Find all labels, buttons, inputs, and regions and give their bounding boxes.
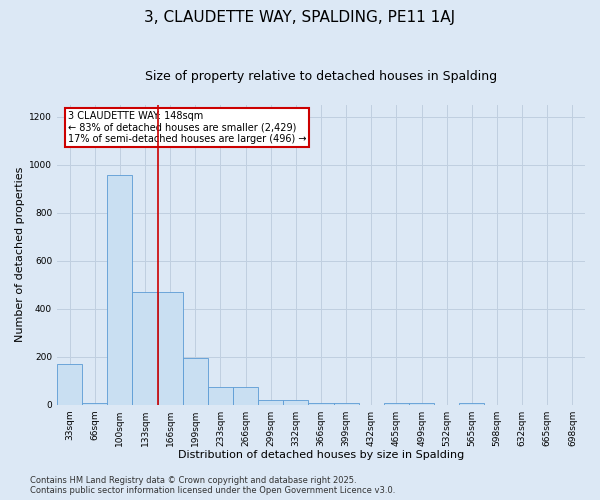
Text: 3, CLAUDETTE WAY, SPALDING, PE11 1AJ: 3, CLAUDETTE WAY, SPALDING, PE11 1AJ (145, 10, 455, 25)
Bar (233, 386, 258, 404)
Bar (208, 386, 233, 404)
Bar (158, 292, 183, 405)
X-axis label: Distribution of detached houses by size in Spalding: Distribution of detached houses by size … (178, 450, 464, 460)
Text: 3 CLAUDETTE WAY: 148sqm
← 83% of detached houses are smaller (2,429)
17% of semi: 3 CLAUDETTE WAY: 148sqm ← 83% of detache… (68, 111, 306, 144)
Title: Size of property relative to detached houses in Spalding: Size of property relative to detached ho… (145, 70, 497, 83)
Bar (283, 400, 308, 404)
Text: Contains HM Land Registry data © Crown copyright and database right 2025.
Contai: Contains HM Land Registry data © Crown c… (30, 476, 395, 495)
Bar (133, 292, 158, 405)
Bar (183, 358, 208, 405)
Bar (57, 364, 82, 405)
Bar (258, 400, 283, 404)
Y-axis label: Number of detached properties: Number of detached properties (15, 167, 25, 342)
Bar (107, 174, 133, 404)
